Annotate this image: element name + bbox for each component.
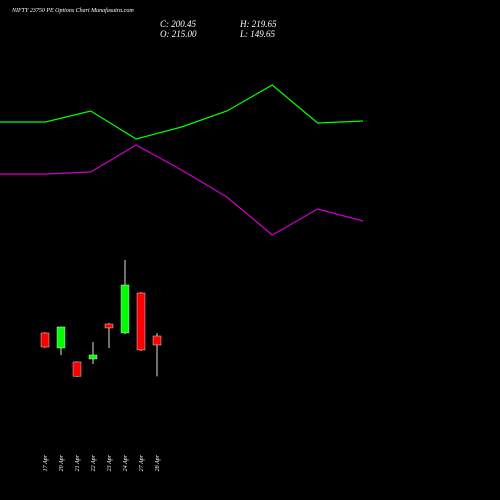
stat-value: 219.65 bbox=[252, 19, 277, 29]
stat-label: L: bbox=[239, 29, 248, 39]
x-tick-label: 17 Apr bbox=[43, 454, 49, 471]
stat-label: H: bbox=[239, 19, 250, 29]
stat-value: 149.65 bbox=[250, 29, 275, 39]
stat-value: 200.45 bbox=[171, 19, 196, 29]
x-tick-label: 24 Apr bbox=[122, 454, 129, 471]
x-tick-label: 22 Apr bbox=[91, 454, 97, 471]
candle-body bbox=[88, 354, 98, 360]
candle-body bbox=[152, 335, 162, 346]
candle-body bbox=[72, 361, 82, 377]
candle-body bbox=[56, 326, 66, 349]
stat-label: O: bbox=[160, 29, 170, 39]
x-tick-label: 23 Apr bbox=[107, 454, 113, 471]
line bbox=[0, 144, 364, 236]
x-tick-label: 27 Apr bbox=[139, 454, 145, 471]
stat: C: 200.45 bbox=[160, 19, 197, 29]
candle-body bbox=[104, 323, 114, 329]
x-tick-label: 28 Apr bbox=[155, 454, 161, 471]
stat: O: 215.00 bbox=[160, 29, 197, 39]
chart-title: NIFTY 23750 PE Options Chart Munafasutra… bbox=[11, 7, 134, 14]
x-tick-label: 21 Apr bbox=[75, 454, 81, 471]
line bbox=[0, 84, 364, 140]
stat-value: 215.00 bbox=[172, 29, 197, 39]
stat: H: 219.65 bbox=[239, 19, 277, 29]
candle-body bbox=[40, 332, 50, 348]
stat-label: C: bbox=[160, 19, 169, 29]
candle-body bbox=[136, 292, 146, 351]
stat: L: 149.65 bbox=[239, 29, 276, 39]
x-tick-label: 20 Apr bbox=[59, 454, 65, 471]
candle-body bbox=[120, 284, 130, 334]
